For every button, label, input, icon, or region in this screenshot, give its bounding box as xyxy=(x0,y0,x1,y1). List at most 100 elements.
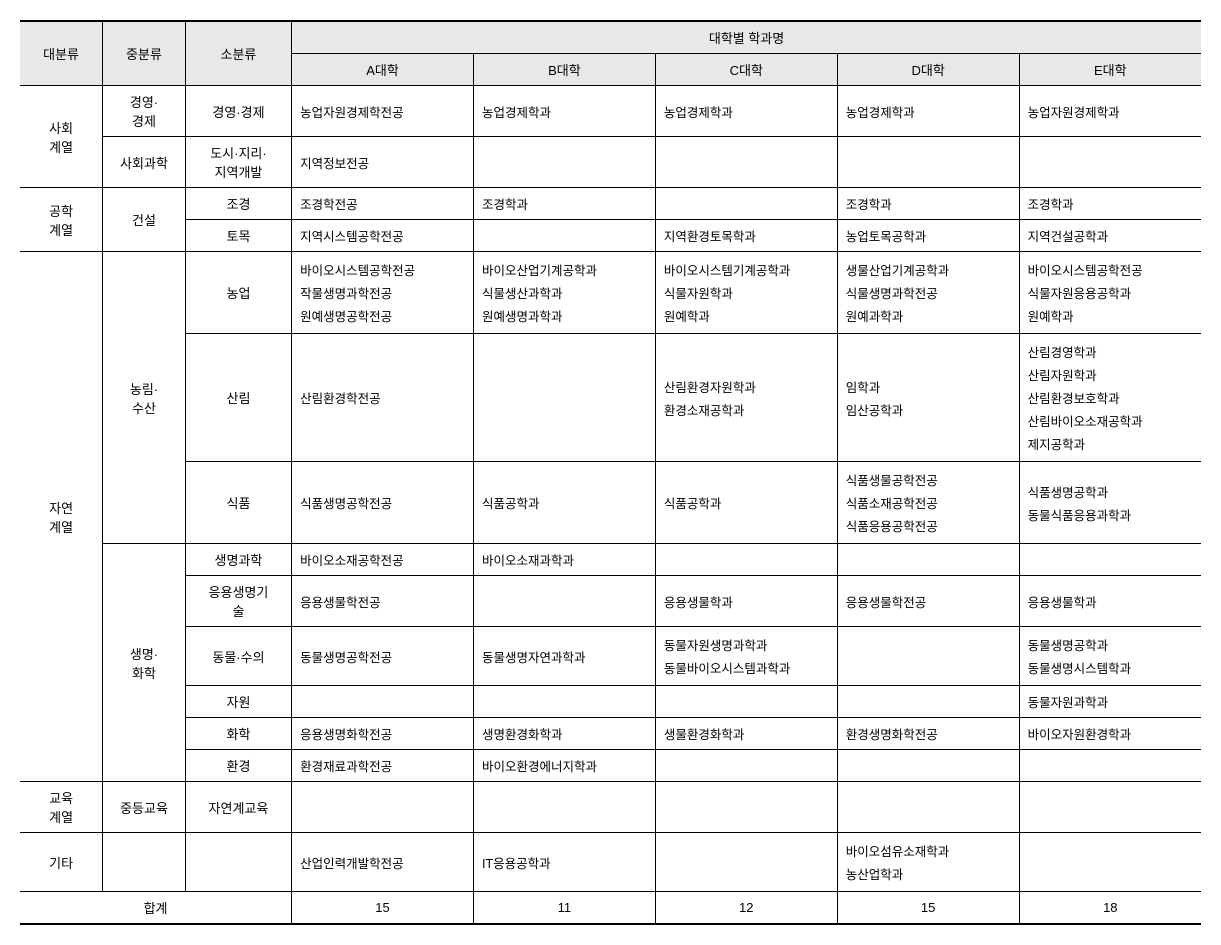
cell: 생명환경화학과 xyxy=(473,718,655,750)
header-univ-c: C대학 xyxy=(655,54,837,86)
table-row: 자연계열 농림·수산 농업 바이오시스템공학전공작물생명과학전공원예생명공학전공… xyxy=(20,252,1201,334)
cell xyxy=(473,576,655,627)
cat1-etc: 기타 xyxy=(20,833,103,892)
cat3-food: 식품 xyxy=(185,462,291,544)
cat3-lifesci: 생명과학 xyxy=(185,544,291,576)
cell: 식품공학과 xyxy=(473,462,655,544)
cat3-landscape: 조경 xyxy=(185,188,291,220)
cat3-chem: 화학 xyxy=(185,718,291,750)
cat3-civil: 토목 xyxy=(185,220,291,252)
cell xyxy=(655,833,837,892)
cat2-agfor: 농림·수산 xyxy=(103,252,186,544)
cell xyxy=(1019,782,1201,833)
cell xyxy=(473,782,655,833)
total-d: 15 xyxy=(837,892,1019,925)
cell: 응용생물학과 xyxy=(1019,576,1201,627)
cell xyxy=(1019,544,1201,576)
cat1-edu: 교육계열 xyxy=(20,782,103,833)
cell: 응용생물학과 xyxy=(655,576,837,627)
cell: 생물산업기계공학과식물생명과학전공원예과학과 xyxy=(837,252,1019,334)
cell: 바이오섬유소재학과농산업학과 xyxy=(837,833,1019,892)
cat3-applife: 응용생명기술 xyxy=(185,576,291,627)
table-row: 교육계열 중등교육 자연계교육 xyxy=(20,782,1201,833)
cat2-socsci: 사회과학 xyxy=(103,137,186,188)
cell xyxy=(837,686,1019,718)
cell: 농업경제학과 xyxy=(473,86,655,137)
cell: 식품생물공학전공식품소재공학전공식품응용공학전공 xyxy=(837,462,1019,544)
cell: 조경학전공 xyxy=(292,188,474,220)
cat3-resource: 자원 xyxy=(185,686,291,718)
cell xyxy=(292,782,474,833)
cell xyxy=(292,686,474,718)
cell: 동물생명자연과학과 xyxy=(473,627,655,686)
cell: 산림환경자원학과환경소재공학과 xyxy=(655,334,837,462)
total-label: 합계 xyxy=(20,892,292,925)
cat2-lifechem: 생명·화학 xyxy=(103,544,186,782)
cell: 지역건설공학과 xyxy=(1019,220,1201,252)
table-row: 산림 산림환경학전공 산림환경자원학과환경소재공학과 임학과임산공학과 산림경영… xyxy=(20,334,1201,462)
cell xyxy=(655,750,837,782)
table-row: 기타 산업인력개발학전공 IT응용공학과 바이오섬유소재학과농산업학과 xyxy=(20,833,1201,892)
cell: 지역정보전공 xyxy=(292,137,474,188)
cell: 농업토목공학과 xyxy=(837,220,1019,252)
cell: 바이오자원환경학과 xyxy=(1019,718,1201,750)
table-row: 토목 지역시스템공학전공 지역환경토목학과 농업토목공학과 지역건설공학과 xyxy=(20,220,1201,252)
cell xyxy=(473,137,655,188)
cat3-etc xyxy=(185,833,291,892)
cat2-bizecon: 경영·경제 xyxy=(103,86,186,137)
cell: 농업자원경제학전공 xyxy=(292,86,474,137)
header-univ-a: A대학 xyxy=(292,54,474,86)
cat2-etc xyxy=(103,833,186,892)
cat3-env: 환경 xyxy=(185,750,291,782)
cell xyxy=(1019,137,1201,188)
table-row: 동물·수의 동물생명공학전공 동물생명자연과학과 동물자원생명과학과동물바이오시… xyxy=(20,627,1201,686)
header-cat3: 소분류 xyxy=(185,21,291,86)
total-e: 18 xyxy=(1019,892,1201,925)
cell xyxy=(655,782,837,833)
cell xyxy=(655,137,837,188)
cell: 바이오산업기계공학과식물생산과학과원예생명과학과 xyxy=(473,252,655,334)
table-row: 응용생명기술 응용생물학전공 응용생물학과 응용생물학전공 응용생물학과 xyxy=(20,576,1201,627)
header-univ-b: B대학 xyxy=(473,54,655,86)
table-row: 환경 환경재료과학전공 바이오환경에너지학과 xyxy=(20,750,1201,782)
total-b: 11 xyxy=(473,892,655,925)
cell: 동물생명공학과동물생명시스템학과 xyxy=(1019,627,1201,686)
cell xyxy=(473,334,655,462)
header-univ-e: E대학 xyxy=(1019,54,1201,86)
cell: 응용생명화학전공 xyxy=(292,718,474,750)
cell: 농업경제학과 xyxy=(837,86,1019,137)
cell xyxy=(837,137,1019,188)
cell xyxy=(1019,750,1201,782)
table-row: 식품 식품생명공학전공 식품공학과 식품공학과 식품생물공학전공식품소재공학전공… xyxy=(20,462,1201,544)
cell: 바이오환경에너지학과 xyxy=(473,750,655,782)
cat3-agri: 농업 xyxy=(185,252,291,334)
cat1-nature: 자연계열 xyxy=(20,252,103,782)
cell: 조경학과 xyxy=(1019,188,1201,220)
cell xyxy=(655,686,837,718)
table-row-total: 합계 15 11 12 15 18 xyxy=(20,892,1201,925)
cell xyxy=(655,544,837,576)
cat2-secedu: 중등교육 xyxy=(103,782,186,833)
cell: 식품생명공학과동물식품응용과학과 xyxy=(1019,462,1201,544)
cell xyxy=(837,782,1019,833)
cell: 응용생물학전공 xyxy=(837,576,1019,627)
cell: 농업경제학과 xyxy=(655,86,837,137)
cell: 농업자원경제학과 xyxy=(1019,86,1201,137)
cell: 바이오시스템공학전공식물자원응용공학과원예학과 xyxy=(1019,252,1201,334)
cat3-animal: 동물·수의 xyxy=(185,627,291,686)
table-row: 공학계열 건설 조경 조경학전공 조경학과 조경학과 조경학과 xyxy=(20,188,1201,220)
cat2-const: 건설 xyxy=(103,188,186,252)
cell: 환경재료과학전공 xyxy=(292,750,474,782)
cell xyxy=(1019,833,1201,892)
cell: 바이오소재과학과 xyxy=(473,544,655,576)
cell: 동물자원과학과 xyxy=(1019,686,1201,718)
cell: 생물환경화학과 xyxy=(655,718,837,750)
cat1-eng: 공학계열 xyxy=(20,188,103,252)
cat3-forest: 산림 xyxy=(185,334,291,462)
cell: 산업인력개발학전공 xyxy=(292,833,474,892)
header-cat2: 중분류 xyxy=(103,21,186,86)
table-row: 자원 동물자원과학과 xyxy=(20,686,1201,718)
cell: 환경생명화학전공 xyxy=(837,718,1019,750)
cell xyxy=(473,220,655,252)
cell: 응용생물학전공 xyxy=(292,576,474,627)
